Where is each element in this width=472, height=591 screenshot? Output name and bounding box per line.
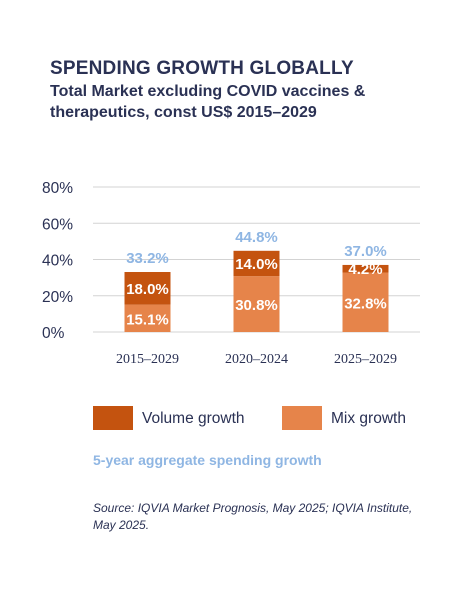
y-tick-label: 60% bbox=[42, 216, 73, 233]
bar-volume-growth bbox=[124, 272, 171, 305]
data-label-total: 33.2% bbox=[126, 250, 169, 267]
bar-volume-growth bbox=[233, 250, 280, 277]
stacked-bar-chart: 0% 20% 40% 60% 80% 15.1% 18.0% 33.2% 2015–2029 30… bbox=[42, 180, 420, 367]
chart-subtitle: Total Market excluding COVID vaccines & … bbox=[50, 83, 366, 121]
bar-volume-growth bbox=[342, 264, 389, 273]
aggregate-note: 5-year aggregate spending growth bbox=[93, 452, 322, 468]
y-tick-label: 0% bbox=[42, 325, 65, 342]
legend-label-mix: Mix growth bbox=[331, 410, 406, 427]
data-label-total: 44.8% bbox=[235, 229, 278, 246]
x-category-label: 2025–2029 bbox=[334, 352, 397, 367]
legend-swatch-mix bbox=[282, 406, 322, 430]
chart-title: SPENDING GROWTH GLOBALLY bbox=[50, 58, 354, 79]
data-label-total: 37.0% bbox=[344, 243, 387, 260]
legend-label-volume: Volume growth bbox=[142, 410, 245, 427]
x-category-label: 2015–2029 bbox=[116, 352, 179, 367]
bar-mix-growth bbox=[124, 304, 171, 332]
data-label-volume: 4.2% bbox=[348, 261, 382, 278]
x-category-label: 2020–2024 bbox=[225, 352, 288, 367]
data-label-volume: 14.0% bbox=[235, 256, 278, 273]
source-note: Source: IQVIA Market Prognosis, May 2025… bbox=[93, 501, 413, 532]
data-label-mix: 15.1% bbox=[126, 311, 169, 328]
y-tick-label: 40% bbox=[42, 253, 73, 270]
data-label-mix: 32.8% bbox=[344, 295, 387, 312]
y-tick-label: 80% bbox=[42, 180, 73, 197]
data-label-mix: 30.8% bbox=[235, 297, 278, 314]
y-tick-label: 20% bbox=[42, 289, 73, 306]
bar-mix-growth bbox=[233, 276, 280, 332]
legend-swatch-volume bbox=[93, 406, 133, 430]
bar-mix-growth bbox=[342, 272, 389, 332]
data-label-volume: 18.0% bbox=[126, 281, 169, 298]
